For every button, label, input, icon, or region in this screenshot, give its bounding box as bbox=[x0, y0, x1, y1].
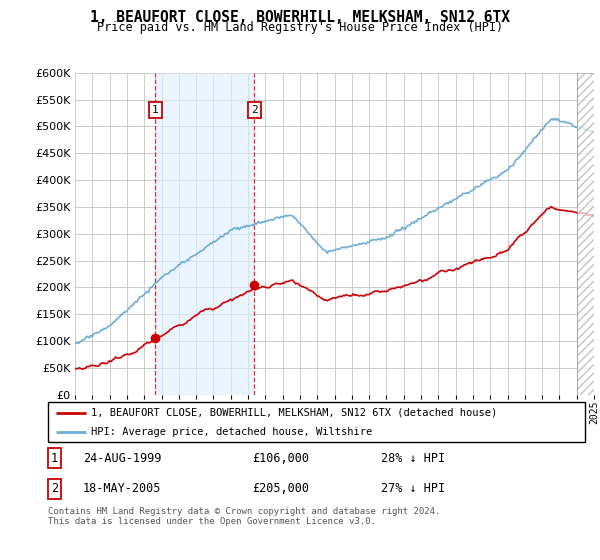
Text: 28% ↓ HPI: 28% ↓ HPI bbox=[381, 451, 445, 465]
Text: 1: 1 bbox=[152, 105, 159, 115]
Text: Price paid vs. HM Land Registry's House Price Index (HPI): Price paid vs. HM Land Registry's House … bbox=[97, 21, 503, 34]
Bar bbox=[155, 73, 254, 395]
Text: 27% ↓ HPI: 27% ↓ HPI bbox=[381, 482, 445, 495]
FancyBboxPatch shape bbox=[48, 402, 585, 442]
Text: 1: 1 bbox=[51, 451, 58, 465]
Text: 24-AUG-1999: 24-AUG-1999 bbox=[83, 451, 161, 465]
Text: 1, BEAUFORT CLOSE, BOWERHILL, MELKSHAM, SN12 6TX (detached house): 1, BEAUFORT CLOSE, BOWERHILL, MELKSHAM, … bbox=[91, 408, 497, 418]
Text: 2: 2 bbox=[51, 482, 58, 495]
Bar bbox=[577, 73, 594, 395]
Text: 1, BEAUFORT CLOSE, BOWERHILL, MELKSHAM, SN12 6TX: 1, BEAUFORT CLOSE, BOWERHILL, MELKSHAM, … bbox=[90, 10, 510, 25]
Text: 2: 2 bbox=[251, 105, 258, 115]
Text: 18-MAY-2005: 18-MAY-2005 bbox=[83, 482, 161, 495]
Text: Contains HM Land Registry data © Crown copyright and database right 2024.
This d: Contains HM Land Registry data © Crown c… bbox=[48, 507, 440, 526]
Text: £106,000: £106,000 bbox=[252, 451, 309, 465]
Text: HPI: Average price, detached house, Wiltshire: HPI: Average price, detached house, Wilt… bbox=[91, 427, 372, 436]
Text: £205,000: £205,000 bbox=[252, 482, 309, 495]
